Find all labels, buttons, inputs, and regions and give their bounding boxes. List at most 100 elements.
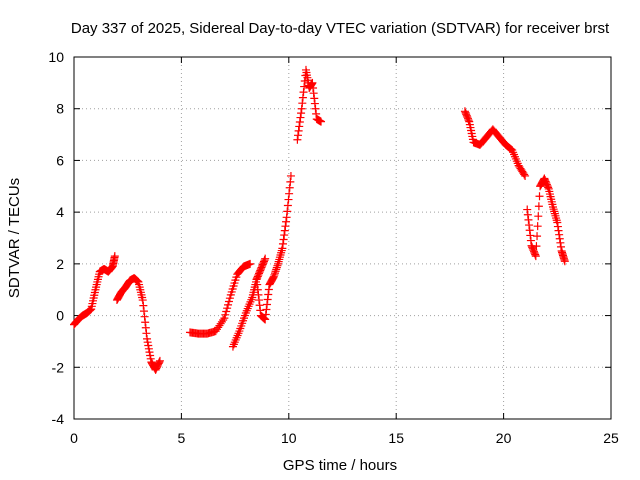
data-point — [308, 78, 317, 87]
data-point — [246, 259, 255, 268]
data-point — [294, 126, 303, 135]
data-point — [261, 310, 270, 319]
data-point — [534, 202, 543, 211]
data-point — [144, 341, 153, 350]
data-point — [525, 226, 534, 235]
data-point — [523, 210, 532, 219]
y-tick-label: 6 — [56, 152, 64, 168]
data-point — [533, 232, 542, 241]
data-point — [144, 344, 153, 353]
data-point — [280, 226, 289, 235]
data-point — [296, 113, 305, 122]
data-point — [253, 280, 262, 289]
data-point — [525, 221, 534, 230]
data-point — [263, 300, 272, 309]
x-tick-label: 0 — [70, 430, 78, 446]
data-point — [521, 171, 530, 180]
data-point — [146, 354, 155, 363]
data-point — [139, 301, 148, 310]
y-tick-label: 10 — [48, 49, 64, 65]
data-point — [553, 218, 562, 227]
data-point — [293, 135, 302, 144]
data-point — [556, 238, 565, 247]
data-point — [272, 265, 281, 274]
data-point — [531, 250, 540, 259]
data-point — [271, 267, 280, 276]
data-point — [263, 295, 272, 304]
data-point — [270, 270, 279, 279]
data-point — [225, 294, 234, 303]
data-point — [295, 118, 304, 127]
data-point — [255, 296, 264, 305]
data-point — [310, 99, 319, 108]
data-point — [145, 348, 154, 357]
tick-labels: 0 5 10 15 20 25 -4 -2 0 2 4 6 8 10 — [48, 49, 619, 446]
data-point — [298, 99, 307, 108]
data-point — [309, 89, 318, 98]
data-point — [526, 231, 535, 240]
data-point — [555, 234, 564, 243]
data-point — [523, 205, 532, 214]
y-tick-label: -2 — [52, 359, 65, 375]
data-point — [256, 306, 265, 315]
data-point — [283, 207, 292, 216]
data-point — [278, 239, 287, 248]
data-point — [273, 261, 282, 270]
data-point — [253, 285, 262, 294]
data-point — [141, 323, 150, 332]
data-point — [140, 312, 149, 321]
data-point — [524, 215, 533, 224]
data-point — [146, 351, 155, 360]
data-point — [286, 177, 295, 186]
data-point — [532, 242, 541, 251]
data-point — [286, 171, 295, 180]
data-point — [285, 189, 294, 198]
y-tick-label: 2 — [56, 256, 64, 272]
data-point — [221, 310, 230, 319]
data-point — [555, 230, 564, 239]
x-axis-title: GPS time / hours — [283, 457, 397, 474]
data-point — [264, 285, 273, 294]
y-tick-label: 4 — [56, 204, 64, 220]
data-point — [534, 212, 543, 221]
data-point — [282, 213, 291, 222]
y-tick-label: -4 — [52, 411, 65, 427]
data-point — [155, 356, 164, 365]
data-point — [295, 122, 304, 131]
data-point — [533, 222, 542, 231]
data-point — [260, 256, 269, 265]
data-point — [143, 338, 152, 347]
x-tick-label: 10 — [281, 430, 297, 446]
data-point — [297, 109, 306, 118]
data-point — [298, 93, 307, 102]
data-point — [222, 307, 231, 316]
data-point — [526, 236, 535, 245]
data-point — [560, 257, 569, 266]
data-point — [254, 290, 263, 299]
data-point — [535, 192, 544, 201]
data-point — [220, 314, 229, 323]
data-point — [139, 307, 148, 316]
data-point — [223, 304, 232, 313]
y-tick-label: 0 — [56, 308, 64, 324]
data-point — [252, 275, 261, 284]
data-point — [262, 305, 271, 314]
data-point — [143, 334, 152, 343]
data-point — [280, 231, 289, 240]
x-tick-label: 15 — [388, 430, 404, 446]
data-point — [224, 297, 233, 306]
data-point — [138, 296, 147, 305]
data-point — [544, 183, 553, 192]
data-point — [553, 222, 562, 231]
data-point — [297, 104, 306, 113]
data-point — [264, 290, 273, 299]
data-point — [278, 244, 287, 253]
data-point — [309, 84, 318, 93]
data-point — [310, 94, 319, 103]
data-point — [285, 183, 294, 192]
data-point — [269, 272, 278, 281]
y-tick-label: 8 — [56, 101, 64, 117]
data-point — [556, 242, 565, 251]
data-point — [270, 269, 279, 278]
data-point — [283, 201, 292, 210]
